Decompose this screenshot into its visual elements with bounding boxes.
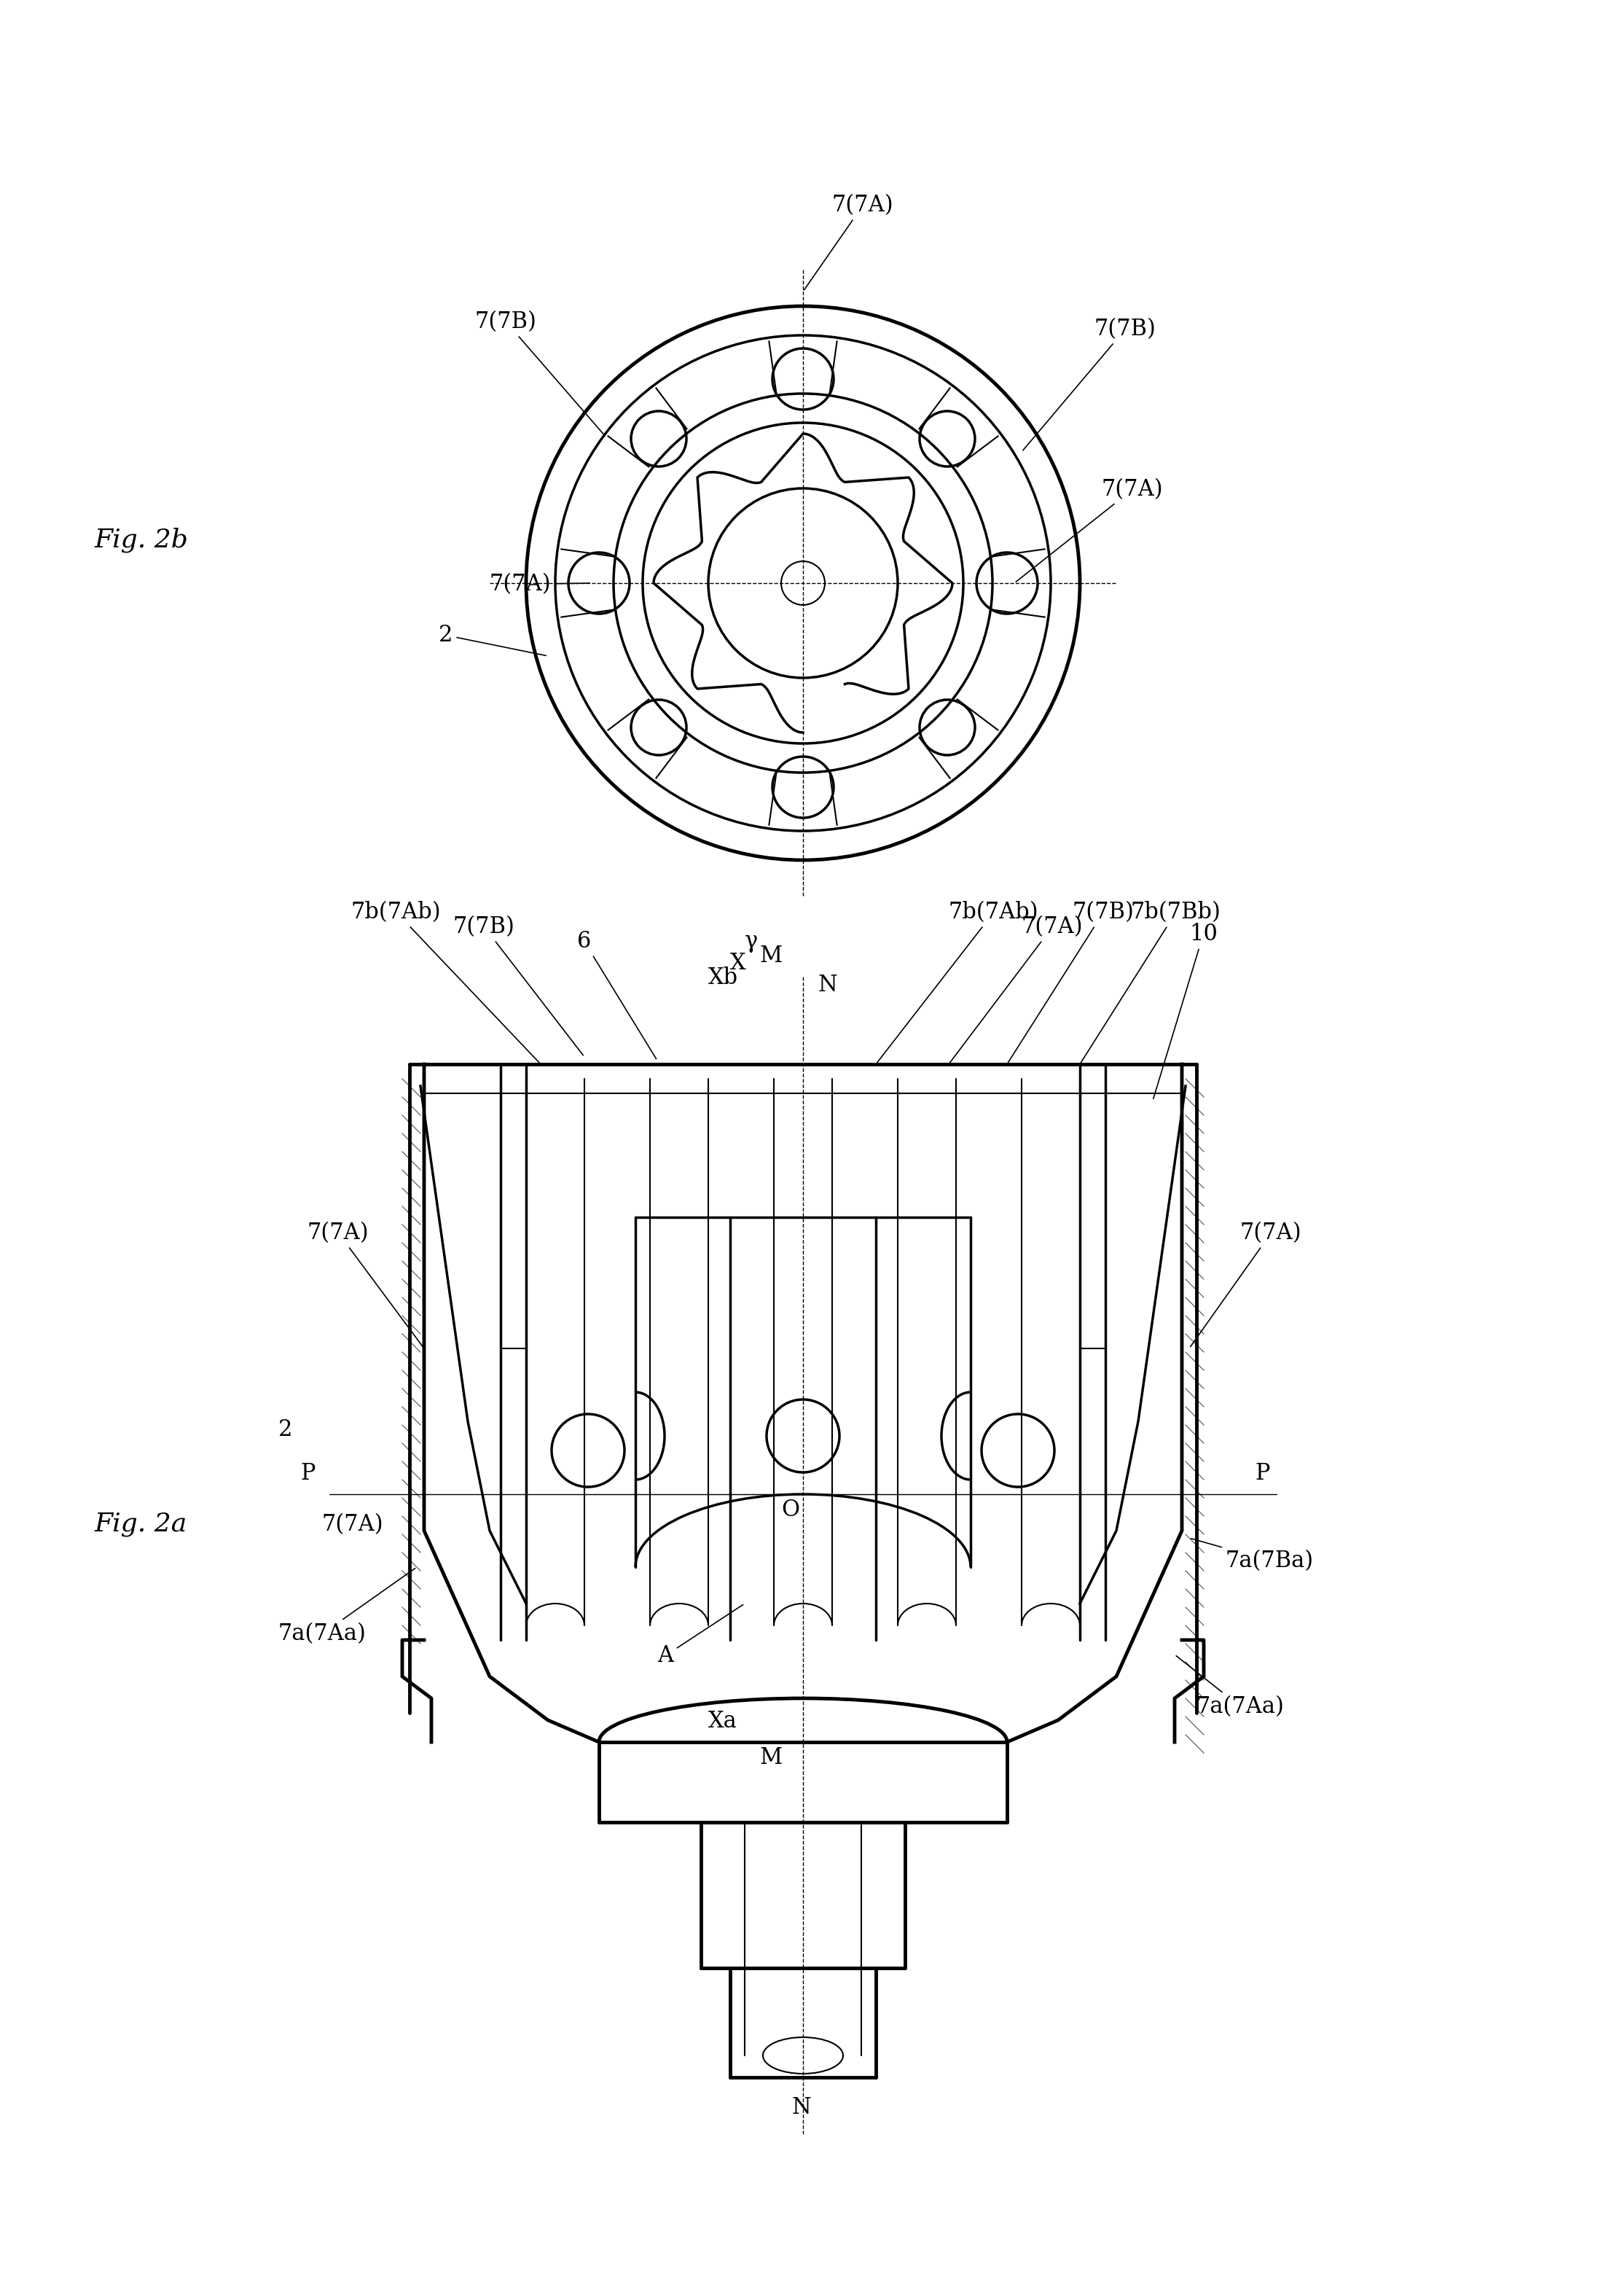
Text: A: A bbox=[657, 1605, 744, 1667]
Text: 7(7A): 7(7A) bbox=[323, 1513, 384, 1536]
Text: γ: γ bbox=[745, 930, 758, 953]
Text: X: X bbox=[731, 953, 745, 974]
Text: 10: 10 bbox=[1153, 923, 1217, 1100]
Text: 7(7A): 7(7A) bbox=[1017, 478, 1163, 581]
Text: N: N bbox=[817, 974, 837, 996]
Text: 2: 2 bbox=[438, 625, 546, 657]
Text: 7a(7Aa): 7a(7Aa) bbox=[1176, 1655, 1285, 1717]
Text: O: O bbox=[781, 1499, 800, 1522]
Text: Fig. 2a: Fig. 2a bbox=[95, 1511, 188, 1536]
Text: 7(7A): 7(7A) bbox=[805, 193, 895, 289]
Text: 7(7B): 7(7B) bbox=[475, 310, 605, 436]
Text: 7(7A): 7(7A) bbox=[1190, 1221, 1302, 1348]
Text: 7(7A): 7(7A) bbox=[490, 574, 589, 595]
Text: 7(7B): 7(7B) bbox=[1009, 900, 1134, 1063]
Text: 7a(7Ba): 7a(7Ba) bbox=[1192, 1538, 1314, 1573]
Text: 7b(7Bb): 7b(7Bb) bbox=[1081, 900, 1221, 1063]
Text: N: N bbox=[792, 2096, 811, 2119]
Text: 7a(7Aa): 7a(7Aa) bbox=[278, 1568, 414, 1646]
Text: 7(7B): 7(7B) bbox=[453, 916, 583, 1056]
Text: 7b(7Ab): 7b(7Ab) bbox=[352, 900, 540, 1063]
Text: M: M bbox=[760, 1747, 782, 1768]
Text: 7(7B): 7(7B) bbox=[1023, 317, 1156, 450]
Text: 7(7A): 7(7A) bbox=[307, 1221, 422, 1348]
Text: Fig. 2b: Fig. 2b bbox=[95, 528, 188, 551]
Text: 7(7A): 7(7A) bbox=[951, 916, 1084, 1063]
Text: M: M bbox=[760, 944, 782, 967]
Text: P: P bbox=[300, 1463, 315, 1486]
Text: Xa: Xa bbox=[708, 1711, 737, 1733]
Text: 6: 6 bbox=[577, 930, 657, 1058]
Text: 2: 2 bbox=[278, 1419, 292, 1442]
Text: P: P bbox=[1254, 1463, 1270, 1486]
Text: 7b(7Ab): 7b(7Ab) bbox=[877, 900, 1039, 1063]
Text: Xb: Xb bbox=[708, 967, 739, 990]
